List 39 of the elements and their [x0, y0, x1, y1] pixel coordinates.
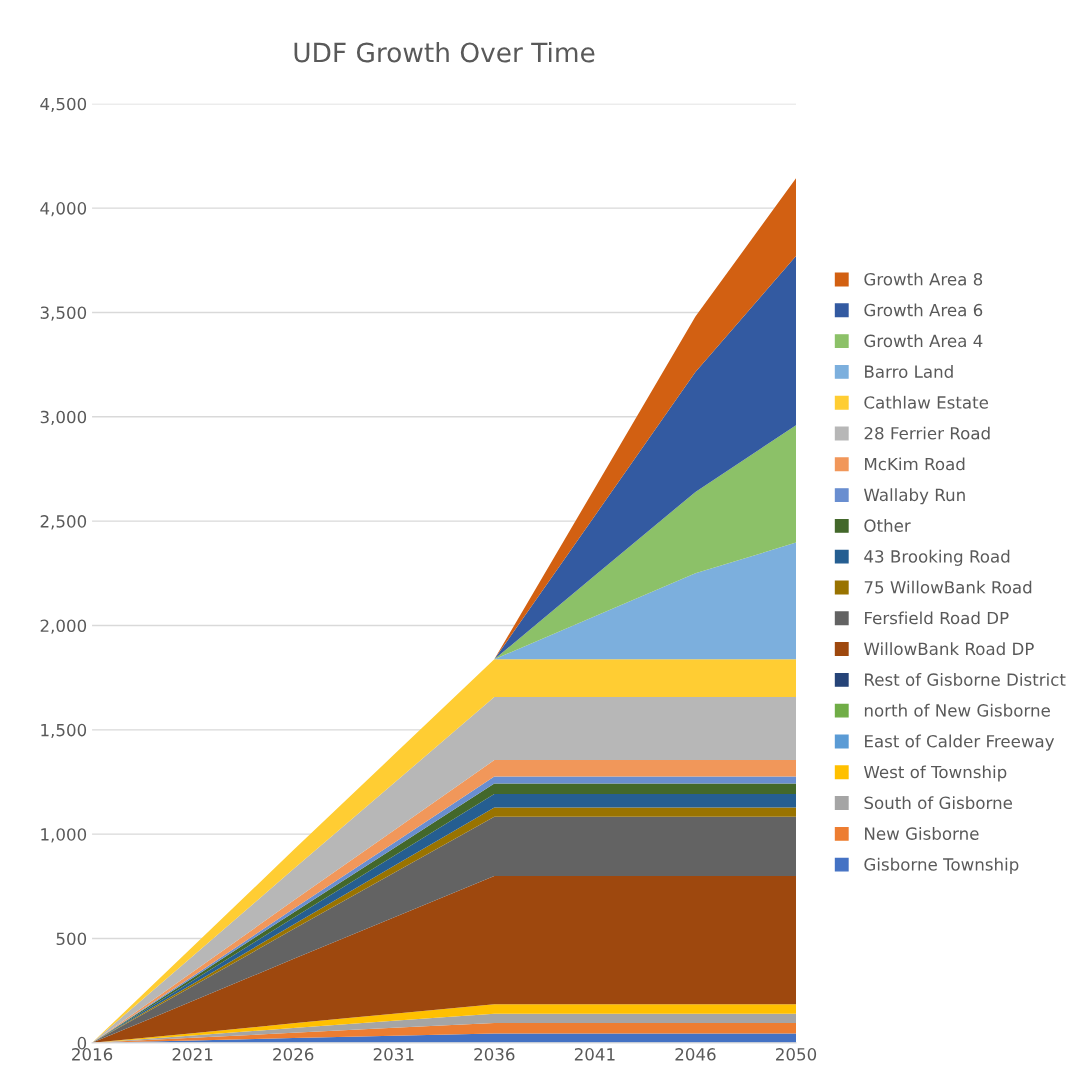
y-tick-label: 2,000	[40, 619, 87, 634]
legend-label: 75 WillowBank Road	[864, 580, 1032, 594]
legend-label: Other	[864, 519, 911, 532]
legend-label: Growth Area 8	[864, 272, 983, 286]
x-tick-label: 2046	[675, 1048, 716, 1061]
y-tick-label: 3,500	[40, 306, 87, 321]
legend-label: South of Gisborne	[864, 796, 1013, 810]
y-tick-label: 1,000	[41, 828, 87, 843]
legend-label: Fersfield Road DP	[865, 611, 1009, 625]
legend-label: 28 Ferrier Road	[864, 426, 990, 440]
legend-label: Growth Area 6	[864, 303, 983, 317]
x-tick-label: 2036	[474, 1048, 515, 1061]
y-tick-label: 4,500	[40, 97, 87, 113]
x-tick-label: 2016	[72, 1048, 113, 1061]
legend-label: East of Calder Freeway	[865, 734, 1055, 751]
y-tick-label: 500	[56, 932, 87, 946]
legend-label: West of Township	[863, 765, 1007, 782]
legend-label: Growth Area 4	[864, 334, 983, 348]
legend-label: WillowBank Road DP	[863, 642, 1034, 656]
y-tick-label: 2,500	[40, 515, 87, 530]
x-tick-label: 2026	[273, 1048, 314, 1061]
y-tick-label: 4,000	[40, 202, 87, 217]
legend-label: Gisborne Township	[864, 857, 1019, 874]
x-tick-label: 2050	[776, 1048, 817, 1061]
legend-label: Barro Land	[865, 365, 953, 378]
legend-label: 43 Brooking Road	[864, 549, 1010, 566]
legend-label: McKim Road	[865, 457, 965, 471]
legend-label: north of New Gisborne	[864, 703, 1050, 717]
x-tick-label: 2021	[172, 1048, 213, 1061]
x-tick-label: 2041	[574, 1048, 615, 1061]
x-tick-label: 2031	[373, 1048, 414, 1061]
legend-label: New Gisborne	[865, 827, 979, 840]
legend-label: Rest of Gisborne District	[865, 673, 1066, 686]
y-tick-label: 1,500	[41, 723, 87, 739]
legend-label: Cathlaw Estate	[864, 395, 988, 409]
legend-label: Wallaby Run	[863, 488, 965, 505]
y-tick-label: 0	[77, 1036, 87, 1050]
y-tick-label: 3,000	[40, 410, 87, 426]
chart-title: UDF Growth Over Time	[294, 42, 595, 63]
